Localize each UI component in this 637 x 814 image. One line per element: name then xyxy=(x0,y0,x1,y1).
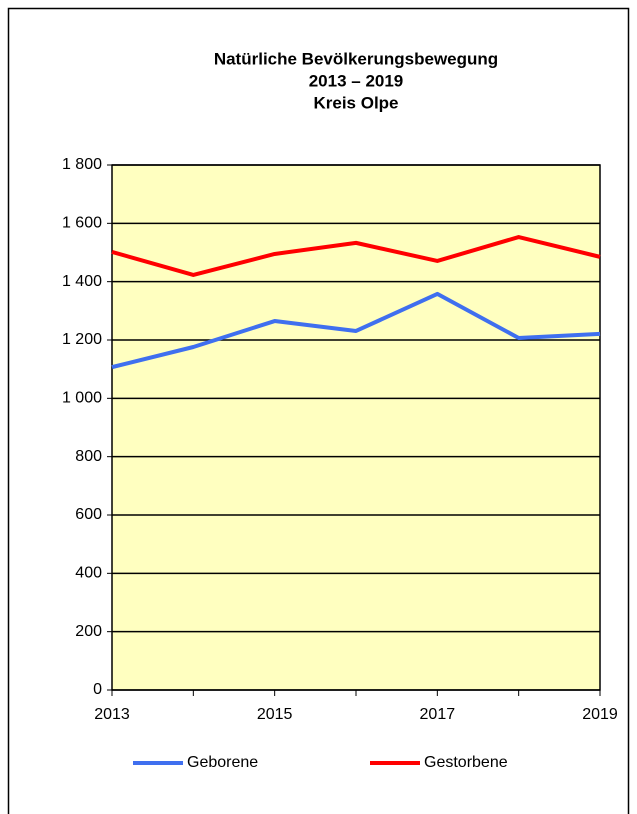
y-tick-label: 1 200 xyxy=(62,331,102,348)
chart-title: Natürliche Bevölkerungsbewegung xyxy=(214,49,498,68)
y-tick-label: 0 xyxy=(93,681,102,698)
x-tick-label: 2015 xyxy=(257,706,293,723)
y-tick-label: 200 xyxy=(75,623,102,640)
plot-area xyxy=(112,165,600,690)
chart-title: Kreis Olpe xyxy=(313,93,398,112)
x-tick-label: 2013 xyxy=(94,706,130,723)
y-tick-label: 1 800 xyxy=(62,156,102,173)
y-tick-label: 1 400 xyxy=(62,273,102,290)
series-line xyxy=(111,291,601,370)
y-tick-label: 400 xyxy=(75,565,102,582)
legend-label: Gestorbene xyxy=(424,754,508,771)
plot-border xyxy=(111,164,601,691)
x-tick-label: 2019 xyxy=(582,706,618,723)
y-tick-label: 1 600 xyxy=(62,215,102,232)
y-tick-label: 600 xyxy=(75,506,102,523)
legend-label: Geborene xyxy=(187,754,258,771)
x-tick-label: 2017 xyxy=(420,706,456,723)
y-tick-label: 800 xyxy=(75,448,102,465)
y-tick-label: 1 000 xyxy=(62,390,102,407)
chart-title: 2013 – 2019 xyxy=(309,71,404,90)
series-line xyxy=(111,235,601,277)
